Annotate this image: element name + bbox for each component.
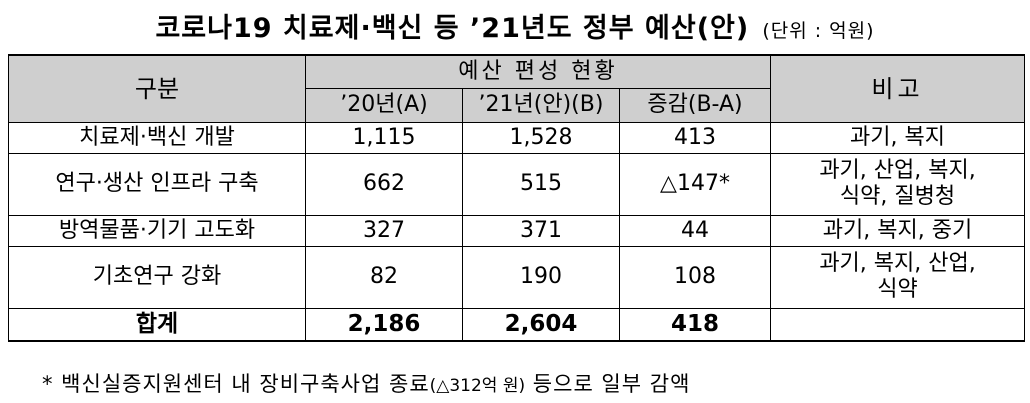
title-row: 코로나19 치료제·백신 등 ’21년도 정부 예산(안) (단위 : 억원): [0, 6, 1030, 45]
row-diff: 44: [618, 214, 772, 247]
row-remark-line-2: 식약: [877, 277, 918, 302]
row-2021: 1,528: [462, 121, 620, 154]
row-name: 치료제·백신 개발: [8, 121, 306, 154]
row-2020: 1,115: [305, 121, 463, 154]
footnote: * 백신실증지원센터 내 장비구축사업 종료(△312억 원) 등으로 일부 감…: [42, 368, 690, 398]
row-2020: 82: [305, 245, 463, 309]
row-remark-line-2: 식약, 질병청: [839, 184, 956, 209]
row-remark: 과기, 복지: [770, 121, 1026, 154]
row-2021: 371: [462, 214, 620, 247]
row-2020: 662: [305, 152, 463, 216]
row-remark-line-1: 과기, 복지, 산업,: [819, 251, 976, 276]
row-2021: 515: [462, 152, 620, 216]
document-title: 코로나19 치료제·백신 등 ’21년도 정부 예산(안): [155, 13, 750, 44]
row-remark-line-1: 과기, 복지: [850, 124, 945, 150]
total-2021: 2,604: [462, 307, 620, 342]
row-name: 방역물품·기기 고도화: [8, 214, 306, 247]
header-diff: 증감(B-A): [618, 87, 772, 123]
row-remark-line-1: 과기, 산업, 복지,: [819, 158, 976, 183]
footnote-suffix: 등으로 일부 감액: [525, 372, 691, 396]
table-row: 방역물품·기기 고도화 327 371 44 과기, 복지, 중기: [8, 214, 1026, 247]
row-remark: 과기, 산업, 복지, 식약, 질병청: [770, 152, 1026, 216]
header-budget-group: 예산 편성 현황: [304, 54, 772, 89]
row-remark-line-1: 과기, 복지, 중기: [822, 217, 973, 243]
total-diff: 418: [618, 307, 772, 342]
row-2020: 327: [305, 214, 463, 247]
unit-label: (단위 : 억원): [762, 20, 875, 42]
header-category: 구분: [8, 54, 306, 123]
footnote-detail: (△312억 원): [429, 376, 526, 396]
row-diff: 413: [618, 121, 772, 154]
total-2020: 2,186: [305, 307, 463, 342]
header-row-1: 구분 예산 편성 현황 비고: [8, 54, 1026, 123]
total-remark: [770, 307, 1026, 342]
total-row: 합계 2,186 2,604 418: [8, 307, 1026, 342]
header-2021: ’21년(안)(B): [462, 87, 620, 123]
header-2020: ’20년(A): [305, 87, 463, 123]
footnote-prefix: * 백신실증지원센터 내 장비구축사업 종료: [42, 372, 430, 396]
row-remark: 과기, 복지, 산업, 식약: [770, 245, 1026, 309]
row-name: 기초연구 강화: [8, 245, 306, 309]
row-name: 연구·생산 인프라 구축: [8, 152, 306, 216]
row-diff: 108: [618, 245, 772, 309]
row-2021: 190: [462, 245, 620, 309]
table-row: 치료제·백신 개발 1,115 1,528 413 과기, 복지: [8, 121, 1026, 154]
total-name: 합계: [8, 307, 306, 342]
row-diff: △147*: [618, 152, 772, 216]
header-remarks: 비고: [770, 54, 1026, 123]
table-row: 기초연구 강화 82 190 108 과기, 복지, 산업, 식약: [8, 245, 1026, 309]
budget-table: 구분 예산 편성 현황 비고 ’20년(A) ’21년(안)(B) 증감(B-A…: [8, 54, 1026, 342]
table-row: 연구·생산 인프라 구축 662 515 △147* 과기, 산업, 복지, 식…: [8, 152, 1026, 216]
row-remark: 과기, 복지, 중기: [770, 214, 1026, 247]
